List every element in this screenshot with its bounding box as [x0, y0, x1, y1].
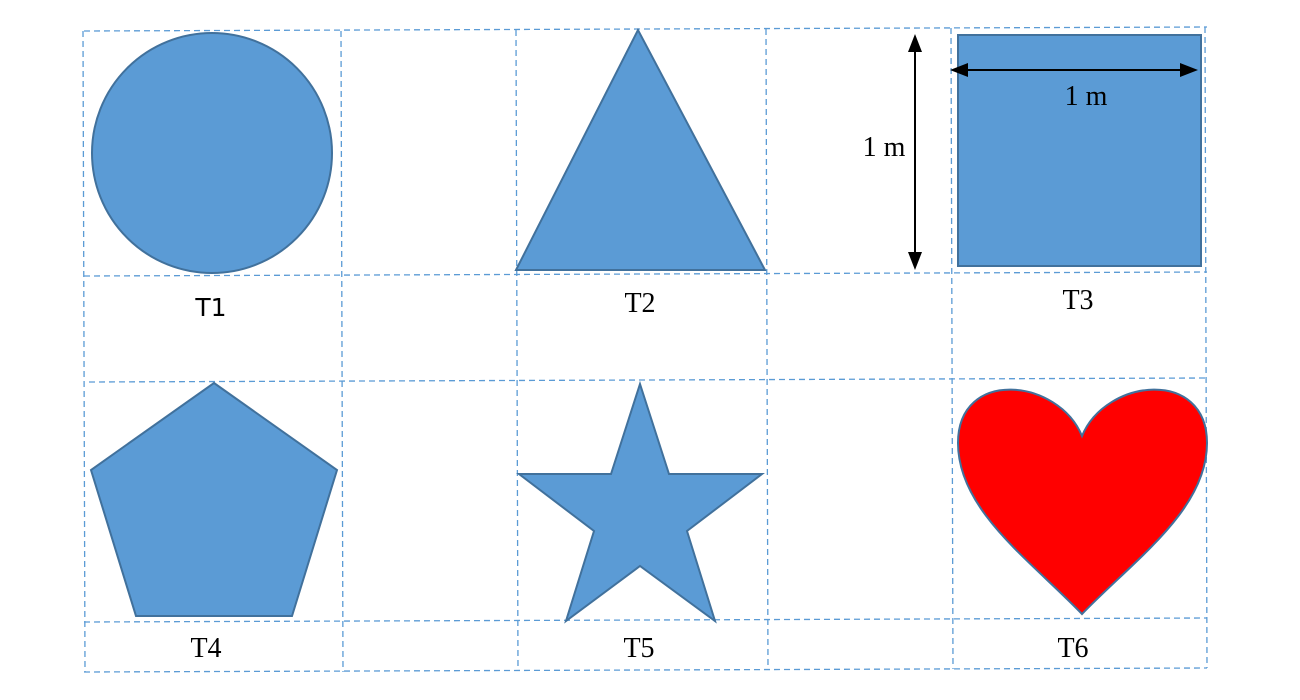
circle-shape	[91, 32, 333, 274]
pentagon-shape	[89, 381, 339, 617]
grid-line-top	[83, 26, 1208, 32]
star-shape	[516, 380, 765, 624]
label-t2: T2	[624, 288, 655, 319]
grid-line-row2-top	[88, 377, 1208, 383]
grid-line-bottom	[83, 667, 1208, 673]
heart-shape	[956, 388, 1209, 616]
label-t1: T1	[194, 293, 226, 322]
height-arrow-head-bottom	[908, 252, 922, 270]
grid-lines	[82, 26, 1208, 673]
grid-line-col1	[340, 30, 344, 673]
grid-line-col0	[82, 30, 86, 673]
triangle-shape	[514, 27, 767, 271]
label-t6: T6	[1057, 633, 1088, 664]
width-dimension-arrow	[950, 63, 1198, 77]
grid-line-col5	[1204, 26, 1208, 669]
width-dimension-label: 1 m	[1065, 81, 1108, 112]
width-arrow-head-right	[1180, 63, 1198, 77]
grid-line-col4	[950, 27, 954, 670]
height-arrow-head-top	[908, 34, 922, 52]
height-dimension-arrow	[908, 34, 922, 270]
label-t3: T3	[1062, 285, 1093, 316]
label-t4: T4	[190, 633, 221, 664]
grid-line-row1-bottom	[83, 271, 1208, 277]
height-dimension-label: 1 m	[863, 132, 906, 163]
grid-line-col3	[765, 28, 769, 671]
label-t5: T5	[623, 633, 654, 664]
width-arrow-head-left	[950, 63, 968, 77]
grid-line-row2-bottom	[83, 617, 1208, 623]
grid-line-col2	[515, 29, 519, 672]
square-shape	[957, 34, 1202, 267]
